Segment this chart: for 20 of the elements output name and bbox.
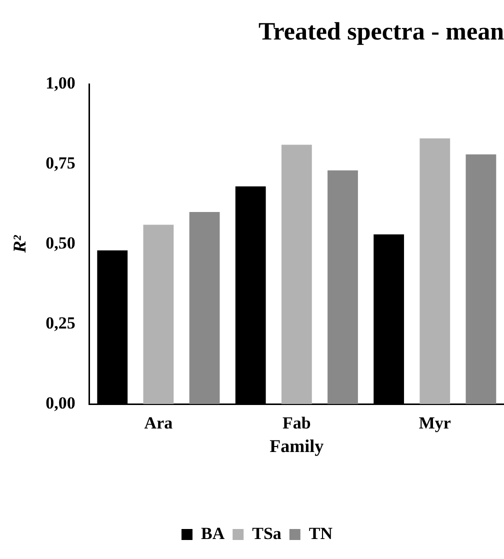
legend-label: TSa	[252, 524, 282, 543]
bar	[466, 154, 496, 404]
legend-label: BA	[200, 524, 226, 543]
y-tick-label: 0,50	[46, 233, 76, 252]
x-tick-label: Fab	[282, 414, 311, 433]
y-tick-label: 0,25	[46, 313, 76, 332]
bar	[143, 224, 174, 404]
y-tick-label: 1,00	[46, 73, 76, 92]
y-tick-label: 0,75	[46, 153, 76, 172]
bar	[420, 138, 450, 404]
bar	[328, 170, 358, 404]
x-axis-title: Family	[270, 436, 324, 456]
bar	[189, 212, 220, 404]
x-tick-label: Ara	[144, 414, 174, 433]
chart-title: Treated spectra - mean	[258, 18, 504, 46]
x-tick-label: Myr	[418, 414, 452, 433]
y-axis-title: R²	[9, 234, 30, 254]
legend-label: TN	[308, 524, 334, 543]
y-tick-label: 0,00	[46, 393, 76, 412]
bar	[281, 144, 312, 404]
